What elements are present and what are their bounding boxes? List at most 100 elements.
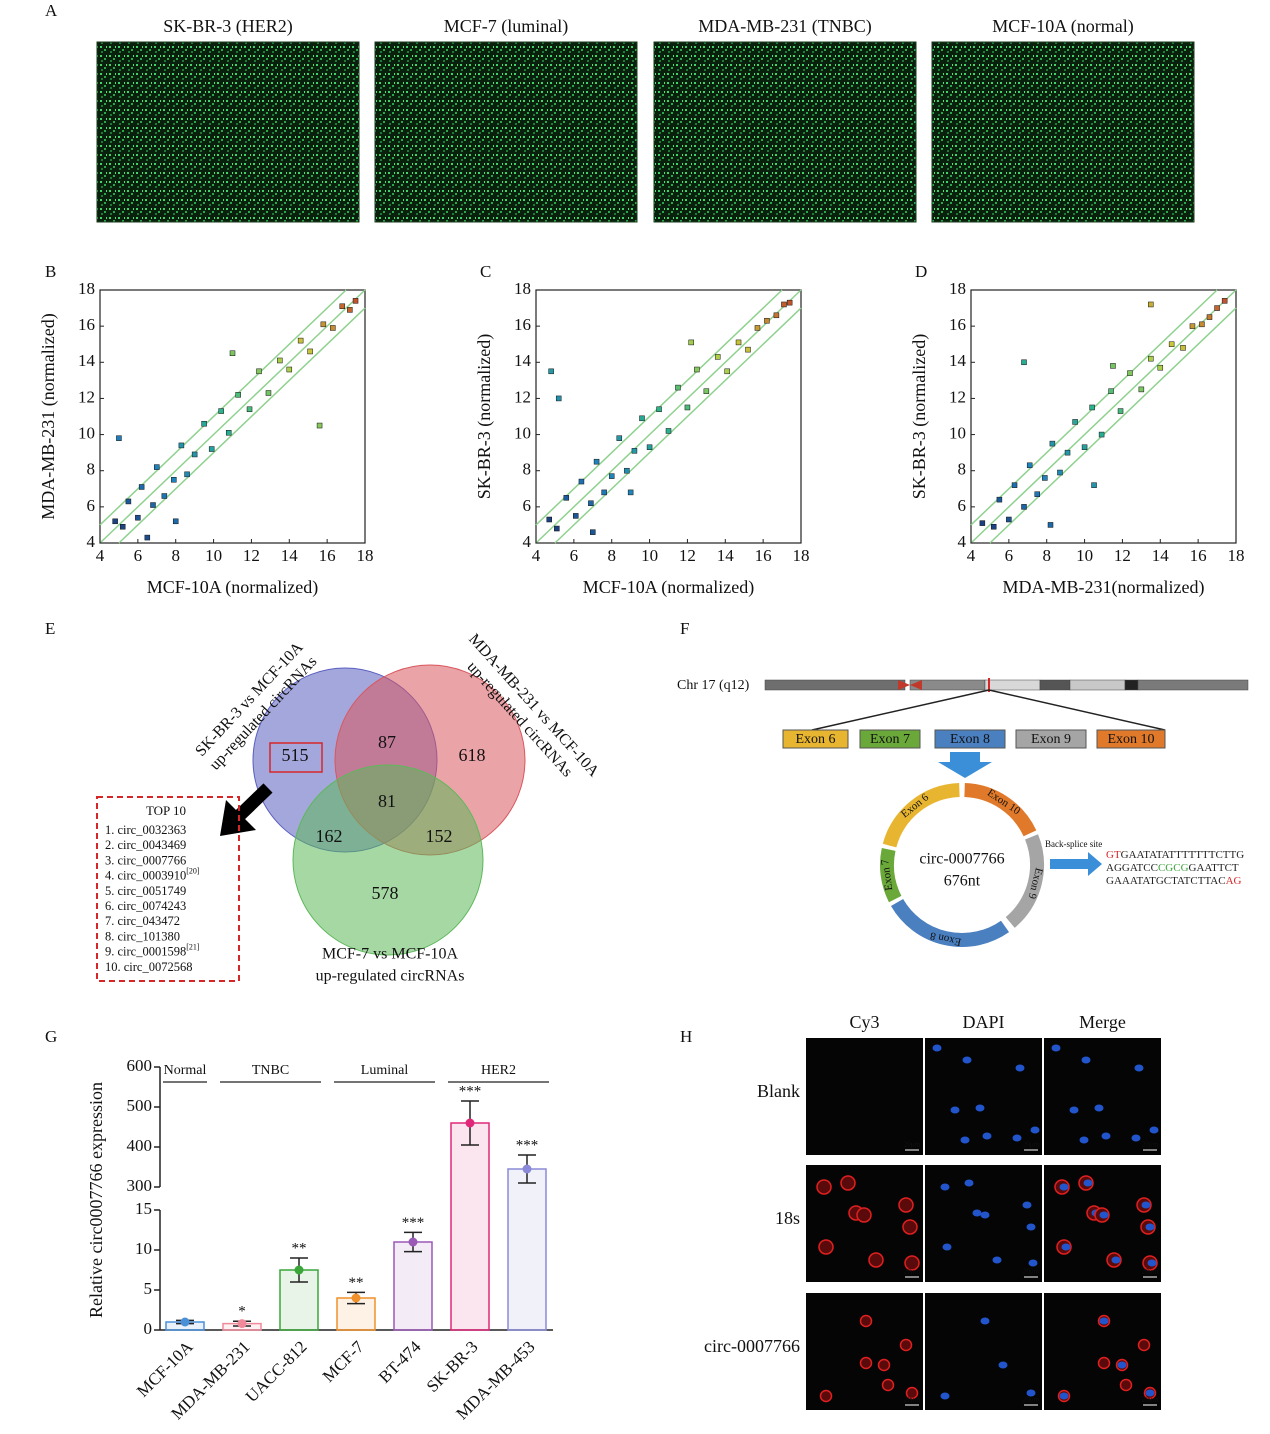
nucleus-dapi bbox=[982, 1132, 992, 1140]
data-point bbox=[277, 357, 283, 364]
data-point bbox=[1108, 388, 1114, 394]
y-tick-label: 600 bbox=[127, 1056, 153, 1075]
data-point bbox=[979, 520, 986, 526]
data-point bbox=[781, 301, 787, 308]
y-tick-label: 4 bbox=[523, 532, 532, 551]
data-point bbox=[990, 523, 997, 530]
significance: ** bbox=[349, 1275, 364, 1291]
nucleus-dapi bbox=[1111, 1256, 1121, 1264]
y-tick-label: 300 bbox=[127, 1176, 153, 1195]
circ-length: 676nt bbox=[944, 873, 981, 890]
row-label: circ-0007766 bbox=[704, 1336, 800, 1356]
data-point bbox=[548, 368, 554, 375]
nucleus-dapi bbox=[1069, 1106, 1079, 1114]
data-point bbox=[1168, 341, 1175, 347]
item-name: 8. circ_101380 bbox=[105, 929, 180, 943]
data-point bbox=[1091, 482, 1097, 488]
chromosome-band bbox=[1039, 679, 1071, 691]
bar-dot bbox=[465, 1118, 475, 1128]
scale-label: 20μm bbox=[1023, 1268, 1040, 1276]
top10-item: 10. circ_0072568 bbox=[105, 960, 192, 974]
panel-label: G bbox=[45, 1027, 57, 1046]
nucleus-dapi bbox=[1012, 1134, 1022, 1142]
cell-cy3 bbox=[819, 1389, 833, 1403]
sequence-segment: GAAATATGCTATCTTAC bbox=[1106, 875, 1226, 887]
row-label: 18s bbox=[775, 1208, 800, 1228]
row-label: Blank bbox=[757, 1081, 800, 1101]
nucleus-dapi bbox=[1015, 1064, 1025, 1072]
data-point bbox=[754, 325, 761, 331]
cell-cy3 bbox=[898, 1197, 914, 1213]
zoom-line bbox=[988, 689, 1166, 731]
data-point bbox=[1057, 469, 1063, 476]
data-point bbox=[555, 395, 562, 402]
column-label: Cy3 bbox=[849, 1012, 879, 1032]
group-label: Normal bbox=[164, 1063, 207, 1078]
y-tick-label: 5 bbox=[144, 1279, 153, 1298]
data-point bbox=[235, 392, 241, 398]
data-point bbox=[218, 408, 224, 414]
array-title: MDA-MB-231 (TNBC) bbox=[698, 16, 872, 37]
data-point bbox=[1098, 431, 1105, 438]
y-tick-label: 400 bbox=[127, 1136, 153, 1155]
cell-cy3 bbox=[1119, 1378, 1133, 1392]
nucleus-dapi bbox=[940, 1183, 950, 1191]
panel-label: A bbox=[45, 1, 58, 20]
nucleus-dapi bbox=[1059, 1183, 1069, 1191]
x-tick-label: BT-474 bbox=[375, 1337, 425, 1387]
nucleus-dapi bbox=[975, 1104, 985, 1112]
data-point bbox=[694, 366, 700, 373]
data-point bbox=[161, 493, 168, 499]
data-point bbox=[546, 516, 552, 523]
nucleus-dapi bbox=[1101, 1132, 1111, 1140]
y-tick-label: 6 bbox=[523, 496, 532, 515]
data-point bbox=[554, 525, 560, 532]
sequence-segment: AGGATCC bbox=[1106, 862, 1158, 874]
x-tick-label: 10 bbox=[641, 546, 658, 565]
data-point bbox=[225, 430, 232, 436]
bar bbox=[336, 1297, 376, 1331]
y-tick-label: 16 bbox=[949, 315, 966, 334]
item-name: 1. circ_0032363 bbox=[105, 823, 186, 837]
microarray-image bbox=[96, 41, 360, 223]
cell-cy3 bbox=[859, 1356, 873, 1370]
nucleus-dapi bbox=[1051, 1044, 1061, 1052]
top10-box bbox=[96, 796, 240, 982]
data-point bbox=[1011, 482, 1018, 488]
y-tick-label: 6 bbox=[87, 496, 96, 515]
x-tick-label: 12 bbox=[679, 546, 696, 565]
y-tick-label: 15 bbox=[135, 1199, 152, 1218]
bar-dot bbox=[351, 1293, 361, 1303]
exon-box bbox=[859, 729, 921, 749]
data-point bbox=[229, 350, 236, 356]
data-point bbox=[330, 325, 336, 331]
sequence-segment: GT bbox=[1106, 849, 1121, 861]
bar bbox=[393, 1241, 433, 1331]
nucleus-dapi bbox=[1083, 1179, 1093, 1187]
item-name: 5. circ_0051749 bbox=[105, 884, 186, 898]
data-point bbox=[1021, 504, 1027, 510]
x-axis-label: MDA-MB-231(normalized) bbox=[1003, 577, 1205, 598]
circ-segment bbox=[964, 783, 1037, 837]
array-title: SK-BR-3 (HER2) bbox=[163, 16, 293, 37]
y-tick-label: 18 bbox=[514, 279, 531, 298]
sequence-segment: CGCG bbox=[1158, 862, 1189, 874]
scale-label: 20μm bbox=[1142, 1141, 1159, 1149]
significance: *** bbox=[402, 1215, 425, 1231]
nucleus-dapi bbox=[1117, 1361, 1127, 1369]
fold-line bbox=[554, 307, 802, 544]
scale-label: 20μm bbox=[904, 1396, 921, 1404]
data-point bbox=[1189, 323, 1196, 329]
centromere bbox=[910, 680, 922, 690]
y-axis-label: SK-BR-3 (normalized) bbox=[474, 334, 495, 499]
nucleus-dapi bbox=[992, 1256, 1002, 1264]
data-point bbox=[1180, 345, 1186, 351]
data-point bbox=[656, 406, 662, 413]
data-point bbox=[307, 348, 313, 355]
y-tick-label: 4 bbox=[87, 532, 96, 551]
nucleus-dapi bbox=[962, 1056, 972, 1064]
x-tick-label: 18 bbox=[1228, 546, 1245, 565]
x-tick-label: 4 bbox=[967, 546, 976, 565]
group-label: Luminal bbox=[361, 1063, 409, 1078]
top10-item: 6. circ_0074243 bbox=[105, 899, 186, 913]
